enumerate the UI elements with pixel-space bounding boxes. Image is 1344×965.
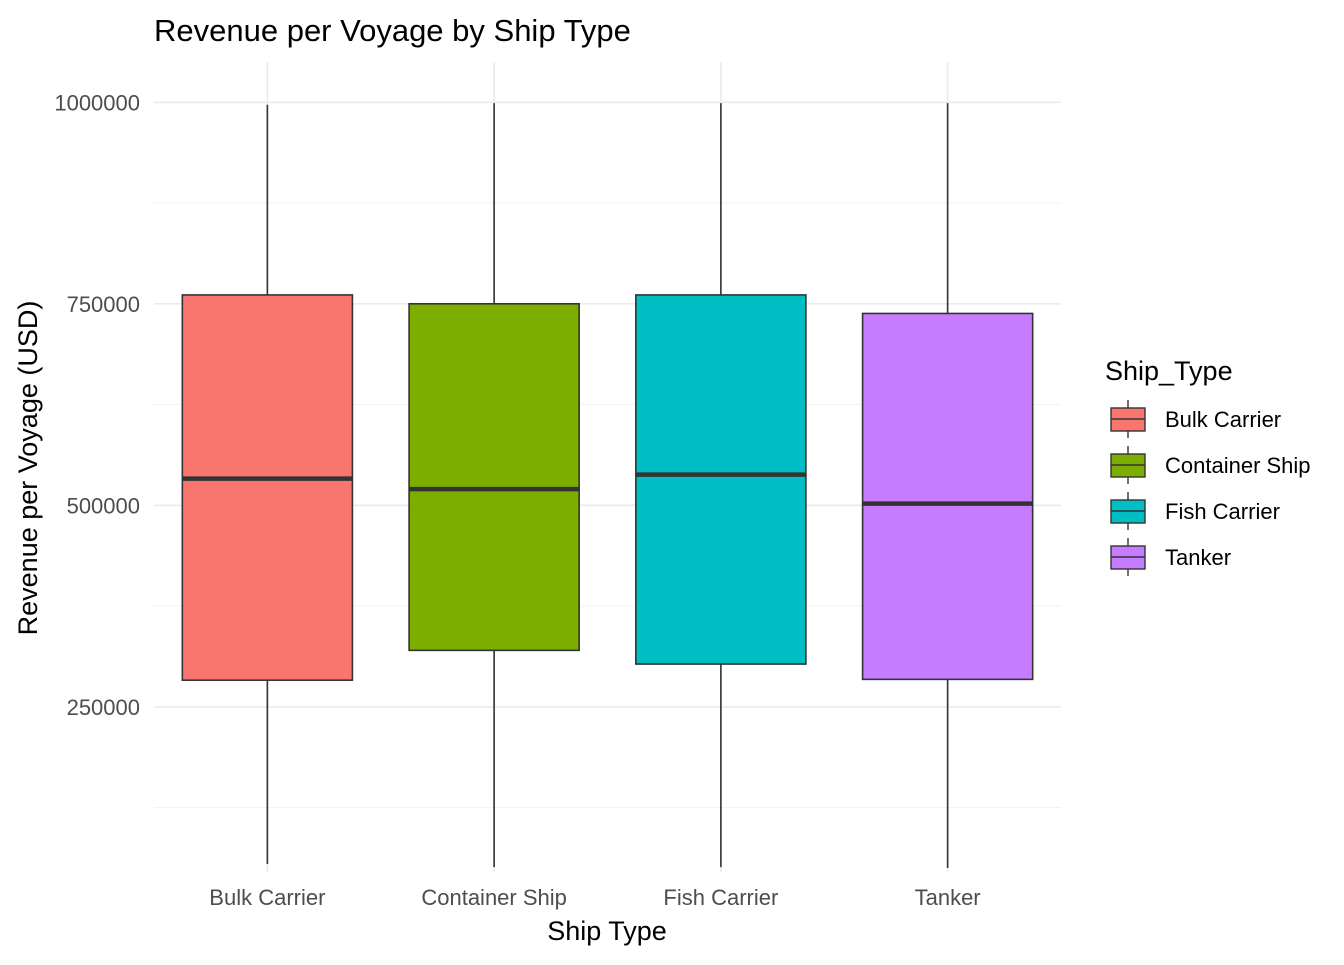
legend-item-bulk-carrier: Bulk Carrier [1110,400,1281,438]
y-tick-label: 750000 [67,292,140,317]
box-bulk-carrier [181,104,354,864]
y-axis-title: Revenue per Voyage (USD) [13,301,43,636]
legend-item-fish-carrier: Fish Carrier [1110,492,1280,530]
box-container-ship [408,103,580,868]
chart-title: Revenue per Voyage by Ship Type [154,13,631,48]
iqr-box [861,312,1034,681]
legend-item-container-ship: Container Ship [1110,446,1311,484]
legend-title: Ship_Type [1105,356,1233,386]
legend-label: Bulk Carrier [1165,407,1281,432]
legend-item-tanker: Tanker [1110,538,1231,576]
x-axis-title: Ship Type [547,916,667,946]
x-tick-label: Tanker [915,885,981,910]
x-tick-label: Bulk Carrier [209,885,325,910]
x-tick-label: Container Ship [421,885,567,910]
iqr-box [408,302,580,652]
legend-label: Tanker [1165,545,1231,570]
y-tick-label: 1000000 [54,90,140,115]
box-layer [181,103,1034,868]
axes: 250000 500000 750000 1000000 Bulk Carrier Con… [54,90,980,910]
x-tick-label: Fish Carrier [663,885,778,910]
y-tick-label: 500000 [67,493,140,518]
legend-label: Fish Carrier [1165,499,1280,524]
box-tanker [861,103,1034,868]
y-tick-label: 250000 [67,695,140,720]
box-fish-carrier [635,103,807,868]
legend: Ship_Type Bulk Carrier Container Ship Fish… [1105,356,1311,576]
iqr-box [181,294,354,681]
iqr-box [635,294,807,665]
legend-label: Container Ship [1165,453,1311,478]
